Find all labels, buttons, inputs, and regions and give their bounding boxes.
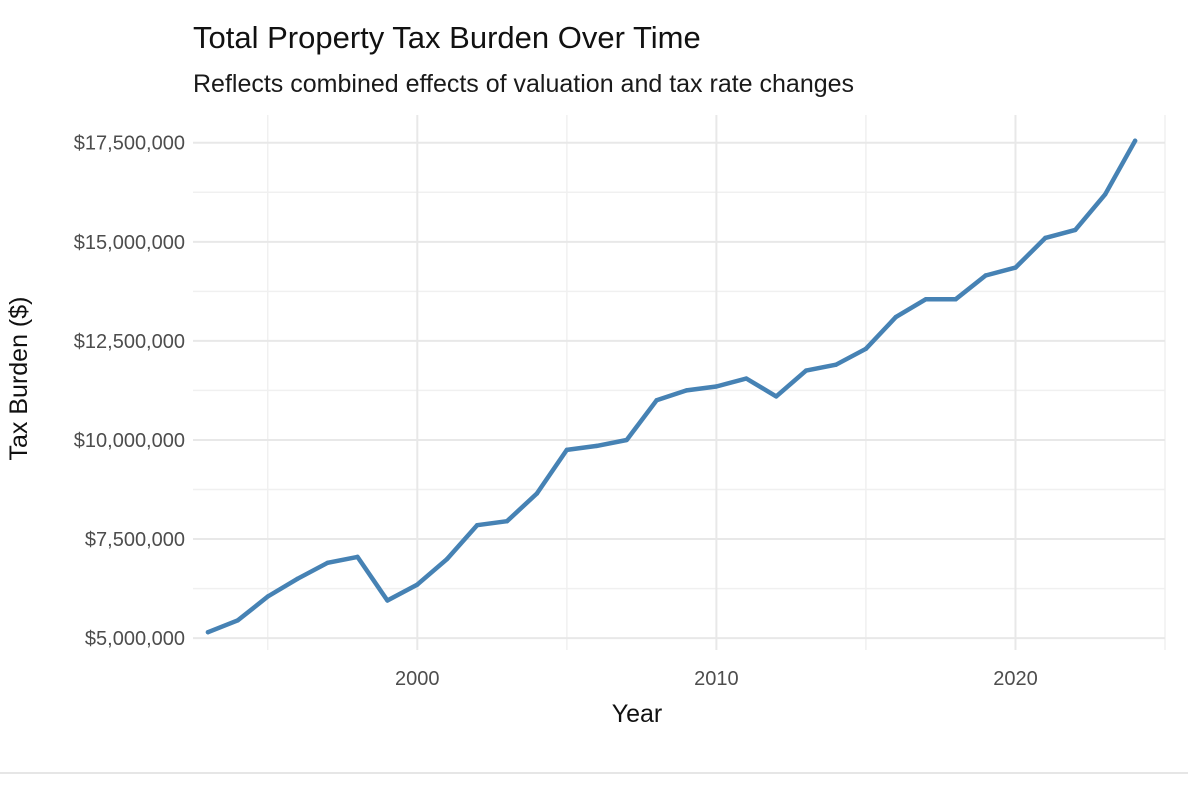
data-point [474, 522, 480, 528]
data-point [714, 384, 719, 389]
bottom-divider [0, 772, 1188, 774]
data-point [325, 560, 330, 566]
y-tick-label: $5,000,000 [85, 628, 185, 650]
data-point [654, 398, 659, 403]
data-point [564, 447, 570, 453]
x-tick-label: 2000 [395, 668, 440, 690]
y-tick-label: $15,000,000 [74, 232, 185, 254]
data-point [1102, 192, 1108, 197]
x-axis-label: Year [612, 700, 663, 728]
data-point [1013, 265, 1018, 270]
data-point [355, 554, 360, 560]
chart-title: Total Property Tax Burden Over Time [193, 20, 701, 55]
data-point [1073, 227, 1078, 233]
data-point [923, 297, 928, 302]
y-tick-label: $17,500,000 [74, 133, 185, 155]
data-point [534, 491, 540, 496]
data-point [684, 388, 689, 393]
data-point [983, 273, 988, 278]
data-points [205, 138, 1138, 635]
data-point [295, 576, 300, 581]
x-tick-label: 2010 [694, 668, 739, 690]
data-point [594, 443, 599, 449]
data-point [893, 314, 899, 320]
data-point [504, 519, 510, 524]
data-point [774, 394, 779, 399]
data-point [265, 594, 270, 599]
data-point [953, 297, 958, 302]
y-tick-label: $7,500,000 [85, 529, 185, 551]
y-axis-label: Tax Burden ($) [5, 297, 33, 461]
data-point [624, 437, 629, 443]
data-point [863, 346, 869, 352]
data-point [1132, 138, 1138, 143]
data-point [205, 629, 211, 635]
data-point [235, 618, 241, 623]
data-point [1043, 235, 1048, 241]
data-point [744, 376, 749, 381]
y-tick-label: $10,000,000 [74, 430, 185, 452]
data-point [445, 556, 450, 562]
y-tick-label: $12,500,000 [74, 331, 185, 353]
data-point [385, 598, 390, 603]
data-point [803, 368, 809, 373]
data-point [415, 582, 420, 587]
x-tick-label: 2020 [993, 668, 1038, 690]
series-line [205, 138, 1138, 635]
data-point [833, 362, 839, 367]
chart-subtitle: Reflects combined effects of valuation a… [193, 70, 855, 98]
gridlines [193, 115, 1166, 650]
